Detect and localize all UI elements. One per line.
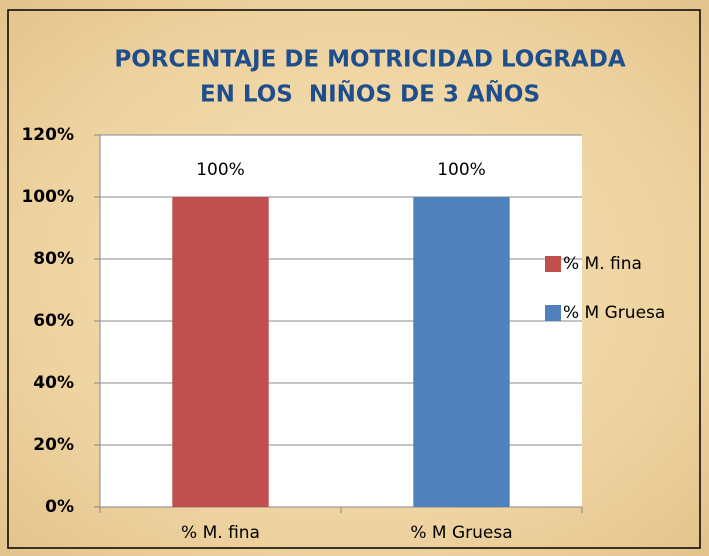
bar [172,197,269,507]
data-label: 100% [196,160,245,180]
y-tick-label: 120% [21,125,74,145]
y-tick-label: 0% [45,497,74,517]
y-tick-label: 80% [33,249,74,269]
bar [413,197,510,507]
legend-label: % M. fina [563,254,642,274]
chart-title: PORCENTAJE DE MOTRICIDAD LOGRADA [114,47,625,73]
legend-swatch [545,305,561,321]
data-label: 100% [437,160,486,180]
legend-swatch [545,256,561,272]
y-tick-label: 20% [33,435,74,455]
chart-border [7,9,701,549]
chart-title: EN LOS NIÑOS DE 3 AÑOS [200,80,540,108]
x-tick-label: % M Gruesa [410,523,512,543]
y-tick-label: 40% [33,373,74,393]
legend-label: % M Gruesa [563,303,665,323]
y-tick-label: 100% [21,187,74,207]
y-tick-label: 60% [33,311,74,331]
x-tick-label: % M. fina [181,523,260,543]
